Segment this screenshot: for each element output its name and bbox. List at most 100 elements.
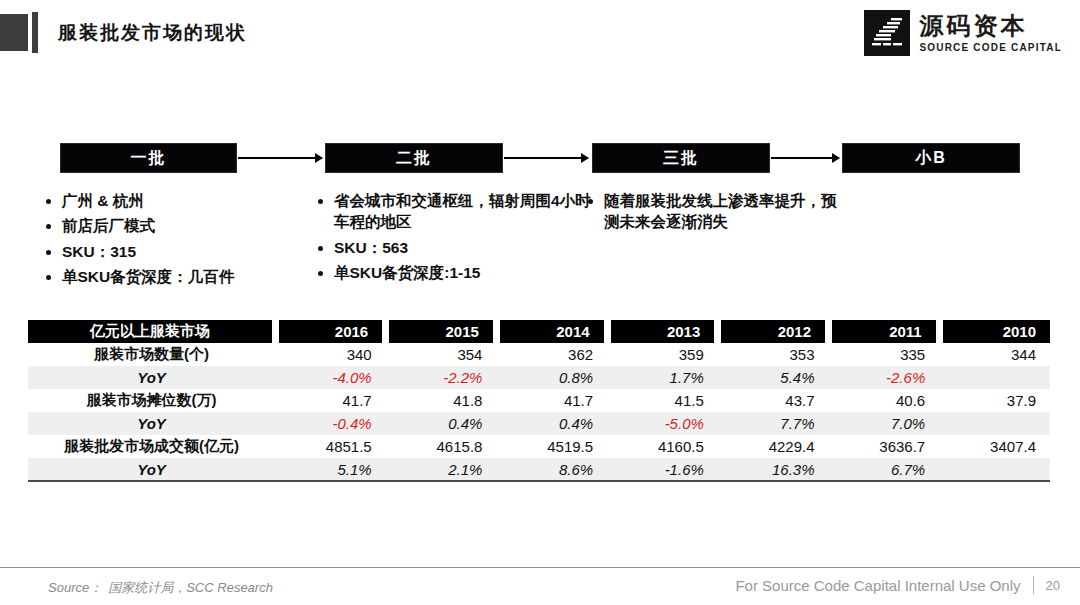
stage1-bullet-list: 广州 & 杭州前店后厂模式 SKU：315 单SKU备货深度：几百件 (40, 190, 334, 292)
bullet-item: 前店后厂模式 (62, 215, 334, 236)
table-cell: 2.1% (386, 458, 497, 481)
table-cell: 3636.7 (829, 435, 940, 458)
table-cell: 344 (939, 343, 1050, 366)
bullet-item: SKU：315 (62, 241, 334, 262)
table-cell: 3407.4 (939, 435, 1050, 458)
market-data-table: 亿元以上服装市场2016201520142013201220112010 服装市… (28, 320, 1050, 482)
footer-right: For Source Code Capital Internal Use Onl… (735, 576, 1060, 594)
table-cell: 353 (718, 343, 829, 366)
bullet-item: 省会城市和交通枢纽，辐射周围4小时车程的地区 (334, 190, 592, 233)
footer-vertical-divider (1033, 576, 1034, 594)
table-row: YoY-0.4%0.4%0.4%-5.0%7.7%7.0% (28, 412, 1050, 435)
bullet-item: 随着服装批发线上渗透率提升，预测未来会逐渐消失 (604, 190, 849, 233)
table-cell: -5.0% (607, 412, 718, 435)
table-cell: 5.1% (275, 458, 386, 481)
table-cell: 4851.5 (275, 435, 386, 458)
source-code-capital-logo-icon (864, 10, 910, 56)
table-cell: 41.7 (275, 389, 386, 412)
table-cell: 41.5 (607, 389, 718, 412)
arrow-icon (238, 157, 322, 159)
company-logo: 源码资本 SOURCE CODE CAPITAL (864, 10, 1062, 56)
row-label: YoY (28, 412, 275, 435)
bullet-item: 单SKU备货深度:1-15 (334, 262, 592, 283)
row-label: 服装市场摊位数(万) (28, 389, 275, 412)
page-title: 服装批发市场的现状 (58, 20, 247, 46)
bullet-item: 单SKU备货深度：几百件 (62, 266, 334, 287)
table-header-cell: 2016 (275, 320, 386, 343)
table-cell: 16.3% (718, 458, 829, 481)
table-header-cell: 2015 (386, 320, 497, 343)
internal-use-text: For Source Code Capital Internal Use Onl… (735, 577, 1020, 594)
table-cell: 7.0% (829, 412, 940, 435)
slide: 服装批发市场的现状 源码资本 SOURCE CODE CAPITAL 一批 二批… (0, 0, 1080, 605)
table-cell: 37.9 (939, 389, 1050, 412)
bullet-item: SKU：563 (334, 237, 592, 258)
page-number: 20 (1046, 578, 1060, 593)
table-cell: 340 (275, 343, 386, 366)
flow-stage-sanpi: 三批 (592, 143, 770, 173)
table-cell: 4615.8 (386, 435, 497, 458)
table-row: 服装批发市场成交额(亿元)4851.54615.84519.54160.5422… (28, 435, 1050, 458)
table-cell: 4229.4 (718, 435, 829, 458)
stage2-bullet-list: 省会城市和交通枢纽，辐射周围4小时车程的地区 SKU：563 单SKU备货深度:1-… (312, 190, 592, 288)
table-row: YoY5.1%2.1%8.6%-1.6%16.3%6.7% (28, 458, 1050, 481)
source-text: 国家统计局，SCC Research (108, 580, 273, 595)
table-cell: 41.7 (496, 389, 607, 412)
table-cell: -4.0% (275, 366, 386, 389)
logo-text: 源码资本 SOURCE CODE CAPITAL (919, 13, 1062, 52)
table-cell: 41.8 (386, 389, 497, 412)
table-cell (939, 412, 1050, 435)
table-cell: 7.7% (718, 412, 829, 435)
table-cell: 0.4% (386, 412, 497, 435)
flow-stage-yipi: 一批 (60, 143, 237, 173)
table-header-cell: 2013 (607, 320, 718, 343)
logo-cn-name: 源码资本 (919, 13, 1062, 39)
table-cell: -2.6% (829, 366, 940, 389)
table-cell: 5.4% (718, 366, 829, 389)
table-cell: 0.4% (496, 412, 607, 435)
row-label: YoY (28, 366, 275, 389)
source-label: Source： (48, 580, 102, 595)
table-header-cell: 2014 (496, 320, 607, 343)
table-cell: -2.2% (386, 366, 497, 389)
table-cell: 354 (386, 343, 497, 366)
table-cell: 6.7% (829, 458, 940, 481)
table-cell: 1.7% (607, 366, 718, 389)
table-cell (939, 366, 1050, 389)
table-cell: 8.6% (496, 458, 607, 481)
table-header-cell: 亿元以上服装市场 (28, 320, 275, 343)
row-label: 服装批发市场成交额(亿元) (28, 435, 275, 458)
table-cell: 359 (607, 343, 718, 366)
table-header-row: 亿元以上服装市场2016201520142013201220112010 (28, 320, 1050, 343)
arrow-icon (771, 157, 839, 159)
row-label: YoY (28, 458, 275, 481)
flow-stage-xiaob: 小B (842, 143, 1020, 173)
table-row: 服装市场摊位数(万)41.741.841.741.543.740.637.9 (28, 389, 1050, 412)
table-header-cell: 2012 (718, 320, 829, 343)
footer-source: Source： 国家统计局，SCC Research (48, 579, 273, 597)
table-cell (939, 458, 1050, 481)
table-header-cell: 2011 (829, 320, 940, 343)
logo-en-name: SOURCE CODE CAPITAL (919, 42, 1062, 53)
table-cell: 0.8% (496, 366, 607, 389)
title-accent-square (0, 14, 28, 51)
arrow-icon (504, 157, 588, 159)
table-cell: 4160.5 (607, 435, 718, 458)
table-header-cell: 2010 (939, 320, 1050, 343)
table-row: 服装市场数量(个)340354362359353335344 (28, 343, 1050, 366)
table-cell: -1.6% (607, 458, 718, 481)
table-body: 服装市场数量(个)340354362359353335344YoY-4.0%-2… (28, 343, 1050, 481)
table-header-row: 亿元以上服装市场2016201520142013201220112010 (28, 320, 1050, 343)
table-row: YoY-4.0%-2.2%0.8%1.7%5.4%-2.6% (28, 366, 1050, 389)
table-cell: 335 (829, 343, 940, 366)
table-cell: 362 (496, 343, 607, 366)
title-accent-bar (32, 12, 38, 53)
table-cell: 4519.5 (496, 435, 607, 458)
bullet-item: 广州 & 杭州 (62, 190, 334, 211)
flow-stage-erpi: 二批 (325, 143, 503, 173)
footer-divider-line (0, 567, 1080, 568)
row-label: 服装市场数量(个) (28, 343, 275, 366)
table-cell: 43.7 (718, 389, 829, 412)
table-cell: 40.6 (829, 389, 940, 412)
stage3-bullet-list: 随着服装批发线上渗透率提升，预测未来会逐渐消失 (582, 190, 849, 237)
